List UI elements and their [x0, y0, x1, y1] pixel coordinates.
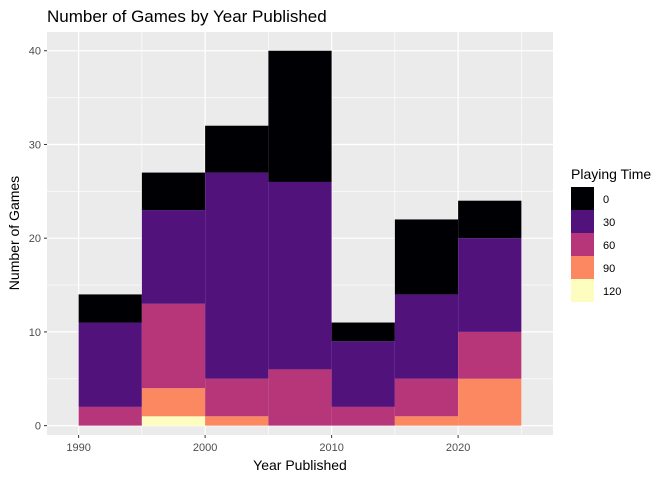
legend-label-90: 90	[603, 263, 615, 275]
legend-label-30: 30	[603, 217, 615, 229]
bar-segment-30	[205, 172, 269, 379]
bar-segment-90	[458, 378, 522, 426]
y-tick-label: 10	[29, 327, 41, 339]
y-tick-label: 30	[29, 139, 41, 151]
y-axis-title: Number of Games	[6, 176, 22, 290]
bar-segment-90	[141, 388, 206, 417]
bar-segment-30	[331, 341, 395, 407]
legend-swatch-120	[571, 279, 594, 302]
bar-segment-0	[458, 200, 522, 239]
bar-segment-60	[205, 378, 269, 417]
bar-segment-120	[141, 416, 206, 426]
chart-title: Number of Games by Year Published	[47, 7, 327, 26]
bar-segment-0	[205, 125, 269, 173]
bar-segment-60	[78, 406, 142, 426]
legend: Playing Time 0 30 60 90 120	[571, 166, 651, 302]
y-tick-label: 40	[29, 46, 41, 58]
legend-swatch-60	[571, 233, 594, 256]
bar-segment-0	[78, 294, 142, 323]
bar-segment-60	[331, 406, 395, 426]
x-axis-ticks: 1990 2000 2010 2020	[66, 435, 470, 454]
x-tick-label: 2020	[446, 442, 470, 454]
bar-segment-0	[331, 322, 395, 342]
legend-label-120: 120	[603, 286, 621, 298]
bar-segment-90	[205, 416, 269, 426]
y-axis-ticks: 0 10 20 30 40	[29, 46, 47, 433]
x-tick-label: 2010	[319, 442, 343, 454]
y-tick-label: 20	[29, 233, 41, 245]
bar-segment-30	[458, 238, 522, 332]
legend-title: Playing Time	[571, 166, 651, 182]
bar-segment-30	[394, 294, 459, 379]
histogram-bars	[78, 50, 522, 426]
x-axis-title: Year Published	[253, 457, 347, 473]
x-tick-label: 1990	[66, 442, 90, 454]
bar-segment-90	[394, 416, 459, 426]
x-tick-label: 2000	[193, 442, 217, 454]
bar-segment-0	[141, 172, 206, 211]
bar-segment-60	[458, 331, 522, 379]
y-tick-label: 0	[35, 421, 41, 433]
bar-segment-30	[268, 181, 332, 370]
bar-segment-0	[268, 50, 332, 182]
bar-segment-0	[394, 219, 459, 295]
legend-swatch-90	[571, 256, 594, 279]
legend-label-0: 0	[603, 194, 609, 206]
legend-swatch-30	[571, 210, 594, 233]
legend-label-60: 60	[603, 240, 615, 252]
bar-segment-60	[394, 378, 459, 417]
bar-segment-60	[268, 369, 332, 426]
bar-segment-30	[141, 210, 206, 304]
bar-segment-30	[78, 322, 142, 407]
legend-swatch-0	[571, 187, 594, 210]
bar-segment-60	[141, 303, 206, 389]
